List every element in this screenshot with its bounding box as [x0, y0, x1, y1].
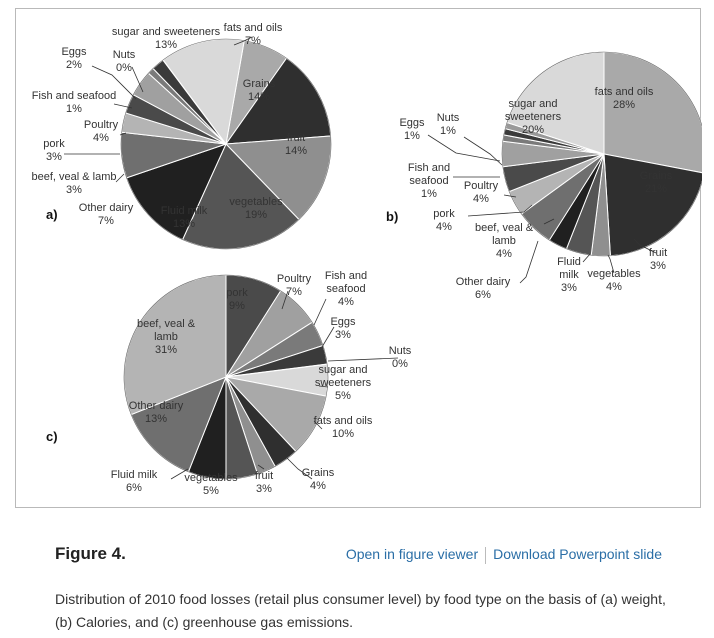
data-label-nuts: Nuts 0% [113, 49, 136, 74]
data-label-vegetables: vegetables 5% [184, 472, 238, 497]
leader-line-beef-veal-and-lamb [543, 218, 555, 225]
figure-links: Open in figure viewer Download Powerpoint… [346, 546, 662, 564]
open-figure-viewer-link[interactable]: Open in figure viewer [345, 546, 479, 562]
data-label-other-dairy: Other dairy 7% [79, 202, 134, 227]
pie-outline [120, 38, 332, 250]
panel-label: c) [46, 429, 58, 444]
data-label-poultry: Poultry 7% [277, 273, 312, 298]
data-label-fruit: fruit 3% [255, 470, 273, 495]
data-label-eggs: Eggs 1% [399, 117, 425, 142]
data-label-fluid-milk: Fluid milk 3% [557, 256, 581, 294]
data-label-fats-and-oils: fats and oils 7% [224, 22, 283, 47]
data-label-pork: pork 9% [226, 287, 248, 312]
data-label-pork: pork 4% [433, 208, 455, 233]
leader-line-poultry [503, 194, 517, 198]
data-label-grains: Grains 21% [640, 170, 673, 195]
panel-label: b) [386, 209, 398, 224]
data-label-fats-and-oils: fats and oils 10% [314, 415, 373, 440]
data-label-beef-veal-and-lamb: beef, veal & lamb 31% [137, 318, 196, 356]
data-label-grains: Grains 14% [243, 78, 276, 103]
download-powerpoint-link[interactable]: Download Powerpoint slide [493, 546, 662, 562]
data-label-fruit: fruit 14% [285, 132, 307, 157]
data-label-fish-and-seafood: Fish and seafood 1% [32, 90, 116, 115]
data-label-grains: Grains 4% [302, 467, 335, 492]
data-label-fats-and-oils: fats and oils 28% [595, 86, 654, 111]
pie-outline [123, 274, 329, 480]
data-label-fluid-milk: Fluid milk 6% [111, 469, 158, 494]
data-label-nuts: Nuts 1% [437, 112, 460, 137]
data-label-fruit: fruit 3% [649, 247, 667, 272]
data-label-sugar-and-sweeteners: sugar and sweeteners 13% [112, 26, 221, 51]
leader-line-fruit [257, 464, 265, 470]
data-label-poultry: Poultry 4% [84, 119, 119, 144]
data-label-beef-veal-and-lamb: beef, veal & lamb 3% [32, 171, 117, 196]
leader-line-pork [467, 204, 533, 217]
figure-image[interactable]: fats and oils 7% Grains 14% fruit 14% vegetabl… [15, 8, 702, 508]
leader-line-eggs [321, 326, 335, 348]
data-label-eggs: Eggs 2% [61, 46, 87, 71]
leader-line-poultry [281, 290, 289, 310]
data-label-sugar-and-sweeteners: sugar and sweeteners 20% [505, 98, 562, 136]
data-label-sugar-and-sweeteners: sugar and sweeteners 5% [315, 364, 372, 402]
data-label-vegetables: vegetables 19% [229, 196, 283, 221]
leader-line-nuts [327, 357, 399, 362]
pie-outline [501, 51, 702, 257]
panel-label: a) [46, 207, 58, 222]
leader-line-fruit [633, 238, 657, 254]
pie-slice-fats-and-oils [603, 51, 702, 174]
pie-chart-1: fats and oils 7% Grains 14% fruit 14% vegetabl… [32, 22, 332, 250]
leader-line-fluid-milk [170, 468, 189, 480]
link-separator [485, 546, 487, 564]
figure-header: Figure 4. Open in figure viewer Download … [55, 544, 695, 568]
leader-line-fats-and-oils [233, 36, 253, 46]
data-label-eggs: Eggs 3% [330, 316, 356, 341]
leader-line-vegetables [607, 254, 615, 274]
data-label-nuts: Nuts 0% [389, 345, 412, 370]
pie-charts: fats and oils 7% Grains 14% fruit 14% vegetabl… [32, 22, 702, 497]
leader-line-other-dairy [519, 240, 539, 284]
leader-line-fats-and-oils [313, 420, 323, 430]
leader-line-beef-veal-and-lamb [115, 173, 125, 183]
data-label-fish-and-seafood: Fish and seafood 4% [325, 270, 367, 308]
leader-line-fish-and-seafood [313, 298, 327, 326]
leader-line-poultry [119, 132, 127, 136]
leader-line-fish-and-seafood [113, 103, 133, 109]
data-label-vegetables: vegetables 4% [587, 268, 641, 293]
leader-line-eggs [91, 65, 137, 100]
leader-line-eggs [427, 134, 501, 162]
leader-line-nuts [463, 136, 503, 166]
leader-line-fluid-milk [582, 253, 591, 263]
pie-chart-2: fats and oils 28% Grains 21% fruit 3% vegetabl… [386, 51, 702, 301]
leader-line-grains [285, 456, 313, 480]
data-label-fish-and-seafood: Fish and seafood 1% [408, 162, 450, 200]
figure-caption: Distribution of 2010 food losses (retail… [55, 591, 666, 630]
data-label-beef-veal-and-lamb: beef, veal & lamb 4% [475, 222, 534, 260]
leader-line-sugar-and-sweeteners [318, 385, 329, 388]
leader-line-nuts [131, 66, 144, 93]
figure-title: Figure 4. [55, 544, 126, 563]
data-label-pork: pork 3% [43, 138, 65, 163]
data-label-other-dairy: Other dairy 13% [129, 400, 184, 425]
pie-chart-3: pork 9% Poultry 7% Fish and seafood 4% Eggs 3% Nu… [46, 270, 412, 497]
data-label-fluid-milk: Fluid milk 13% [161, 205, 208, 230]
data-label-poultry: Poultry 4% [464, 180, 499, 205]
data-label-other-dairy: Other dairy 6% [456, 276, 511, 301]
